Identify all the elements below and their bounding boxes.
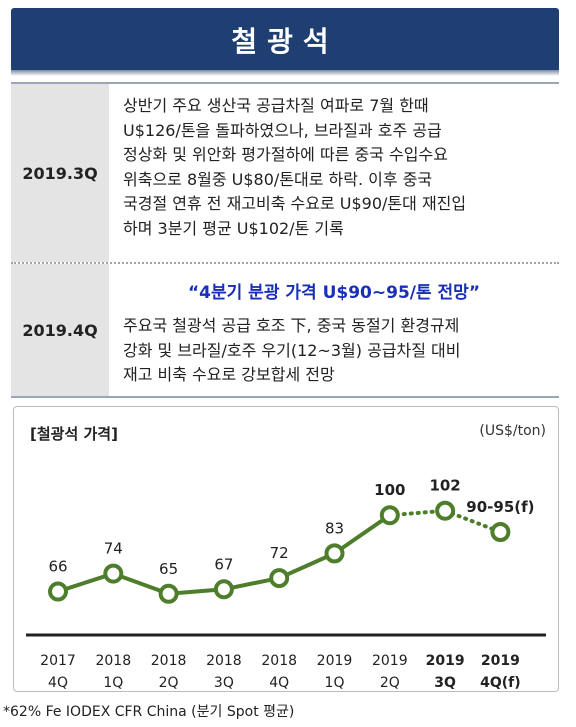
data-point <box>269 568 290 589</box>
x-tick-label: 2018 <box>261 653 297 669</box>
period-description: 주요국 철광석 공급 호조 下, 중국 동절기 환경규제 강화 및 브라질/호주… <box>123 314 461 388</box>
period-label: 2019.3Q <box>11 84 109 262</box>
x-tick-label: 2Q <box>159 675 179 691</box>
description-line: 국경절 연휴 전 재고비축 수요로 U$90/톤대 재진입 <box>123 194 467 213</box>
data-label: 83 <box>325 519 344 537</box>
description-line: 위축으로 8월중 U$80/톤대로 하락. 이후 중국 <box>123 169 433 189</box>
x-tick-label: 2019 <box>317 653 353 669</box>
description-line: 정상화 및 위안화 평가절하에 따른 중국 수입수요 <box>123 145 448 164</box>
chart-title: [철광석 가격] <box>30 425 118 443</box>
x-tick-label: 2019 <box>426 653 465 669</box>
data-point <box>435 500 456 521</box>
title-banner: 철광석 <box>11 8 559 72</box>
data-label: 102 <box>429 477 460 495</box>
data-point <box>324 543 345 564</box>
data-point <box>48 581 68 602</box>
table-row: 2019.4Q “4분기 분광 가격 U$90~95/톤 전망” 주요국 철광석… <box>11 264 559 396</box>
data-point <box>490 522 511 543</box>
data-label: 67 <box>214 555 233 573</box>
x-tick-label: 2019 <box>481 653 520 669</box>
description-line: 주요국 철광석 공급 호조 下, 중국 동절기 환경규제 <box>123 316 460 335</box>
description-line: 하며 3분기 평균 U$102/톤 기록 <box>123 218 344 238</box>
forecast-highlight: “4분기 분광 가격 U$90~95/톤 전망” <box>187 283 480 303</box>
period-description: 상반기 주요 생산국 공급차질 여파로 7월 한때 U$126/톤을 돌파하였으… <box>123 94 466 241</box>
x-tick-label: 3Q <box>434 675 456 691</box>
x-tick-label: 2018 <box>151 653 187 669</box>
x-tick-label: 4Q <box>269 675 289 691</box>
outlook-table: 2019.3Q 상반기 주요 생산국 공급차질 여파로 7월 한때 U$126/… <box>11 82 559 398</box>
x-tick-label: 1Q <box>103 675 123 691</box>
x-tick-label: 4Q <box>48 675 68 691</box>
x-tick-label: 3Q <box>214 675 234 691</box>
price-line-chart: 66 74 65 67 72 83 100 102 90-95(f) 2017 4Q 2018 1Q 20… <box>26 477 546 691</box>
data-point <box>158 583 179 604</box>
data-label: 72 <box>270 544 289 562</box>
chart-panel: [철광석 가격] (US$/ton) 66 74 65 67 72 83 100 102 90-… <box>13 406 559 692</box>
x-tick-label: 2Q <box>380 675 400 691</box>
description-line: 상반기 주요 생산국 공급차질 여파로 7월 한때 <box>123 96 429 115</box>
data-point <box>103 563 124 584</box>
chart-unit: (US$/ton) <box>479 423 546 439</box>
data-label: 74 <box>104 540 123 558</box>
data-point <box>213 579 234 600</box>
x-tick-label: 2019 <box>372 653 408 669</box>
table-row: 2019.3Q 상반기 주요 생산국 공급차질 여파로 7월 한때 U$126/… <box>11 84 559 264</box>
chart-footnote: *62% Fe IODEX CFR China (분기 Spot 평균) <box>3 704 295 720</box>
period-label: 2019.4Q <box>11 264 109 396</box>
data-label: 100 <box>374 481 405 499</box>
data-label: 66 <box>48 558 67 576</box>
description-line: 재고 비축 수요로 강보합세 전망 <box>123 365 335 384</box>
data-label: 90-95(f) <box>466 498 534 516</box>
x-tick-label: 2018 <box>206 653 242 669</box>
x-tick-label: 4Q(f) <box>480 675 521 691</box>
x-tick-label: 2017 <box>40 653 76 669</box>
description-line: 강화 및 브라질/호주 우기(12~3월) 공급차질 대비 <box>123 340 461 360</box>
title-shadow <box>11 70 559 76</box>
data-label: 65 <box>159 560 178 578</box>
x-tick-label: 2018 <box>95 653 131 669</box>
description-line: U$126/톤을 돌파하였으나, 브라질과 호주 공급 <box>123 120 442 140</box>
data-point <box>379 505 400 526</box>
page-title: 철광석 <box>231 25 339 58</box>
x-tick-label: 1Q <box>325 675 345 691</box>
